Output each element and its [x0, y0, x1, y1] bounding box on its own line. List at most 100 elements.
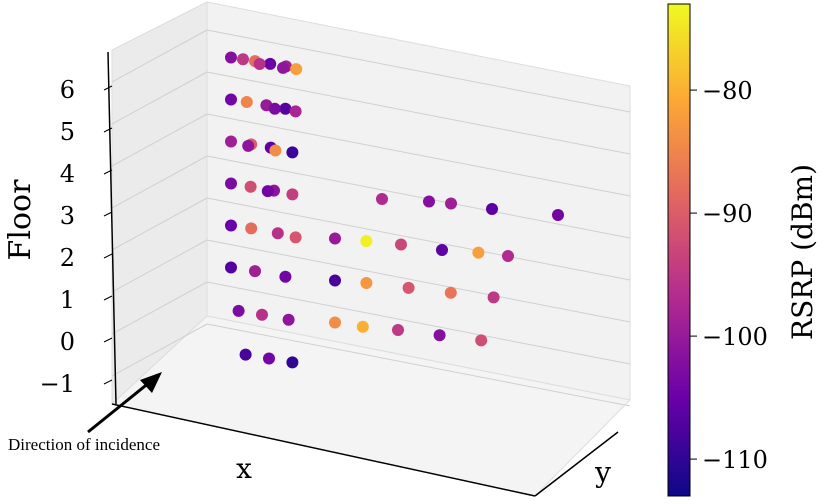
colorbar-gradient [667, 3, 691, 497]
colorbar-tick-label: −100 [702, 323, 768, 351]
data-point [356, 320, 369, 333]
data-point [502, 250, 514, 262]
z-tick-label: 1 [60, 286, 75, 314]
data-point [289, 105, 302, 118]
data-point [433, 329, 446, 342]
data-point [552, 209, 564, 221]
z-gridline-back [206, 71, 631, 155]
colorbar-tick-label: −80 [702, 77, 753, 105]
data-point [263, 352, 275, 365]
data-point [486, 203, 498, 215]
incidence-arrowhead [140, 372, 162, 393]
z-tick-label: 3 [60, 202, 75, 230]
z-gridline-back [206, 113, 631, 197]
data-point [290, 63, 303, 76]
data-point [225, 177, 237, 190]
colorbar: −80 −90 −100 −110 RSRP (dBm) [667, 3, 819, 497]
data-point [423, 195, 435, 208]
data-point [279, 270, 292, 283]
data-point [329, 274, 341, 287]
z-tick-mark [103, 169, 113, 175]
data-point [436, 244, 448, 256]
z-tick-mark [103, 253, 113, 259]
y-axis-label: y [594, 456, 611, 489]
z-gridline-back [206, 197, 631, 281]
data-point [237, 53, 249, 66]
data-point [445, 197, 457, 210]
data-point [277, 61, 289, 74]
z-gridline [111, 281, 208, 335]
data-point [245, 222, 258, 235]
z-gridline-back [206, 323, 631, 407]
z-gridline-back [206, 29, 631, 113]
z-gridlines [111, 29, 631, 407]
data-point [269, 144, 282, 157]
data-point [264, 57, 277, 70]
incidence-label: Direction of incidence [8, 435, 160, 454]
z-gridline [111, 71, 208, 125]
data-point [253, 58, 266, 70]
axes-panes [110, 1, 632, 497]
z-tick-mark [103, 337, 113, 343]
incidence-arrow [87, 380, 151, 434]
data-point [225, 135, 237, 148]
data-point [225, 93, 237, 106]
z-gridline [111, 113, 208, 167]
z-tick-label: 4 [60, 160, 75, 188]
z-gridline-back [206, 239, 631, 323]
data-point [268, 102, 281, 115]
z-tick-mark [103, 295, 113, 301]
data-point [360, 235, 373, 247]
data-point [402, 281, 415, 294]
data-point [286, 356, 299, 369]
data-point [239, 348, 252, 361]
data-point [256, 308, 268, 321]
colorbar-label: RSRP (dBm) [786, 164, 819, 340]
z-gridline [111, 29, 208, 83]
z-tick-mark [103, 211, 113, 217]
data-point [244, 180, 257, 193]
y-axis-line [534, 431, 619, 497]
data-point [279, 102, 292, 115]
z-tick-labels: 6 5 4 3 2 1 0 −1 [40, 76, 113, 398]
data-point [282, 313, 295, 326]
x-axis-line [111, 403, 536, 497]
data-point [475, 334, 488, 347]
z-gridline [111, 155, 208, 209]
data-point [329, 232, 341, 245]
colorbar-tick-label: −110 [702, 446, 768, 474]
data-point [286, 146, 299, 159]
data-point [444, 286, 457, 299]
z-axis-label: Floor [3, 179, 38, 261]
data-point [261, 185, 274, 198]
data-point [286, 188, 299, 201]
colorbar-tick-label: −90 [702, 200, 753, 228]
direction-of-incidence-annotation: Direction of incidence [8, 372, 162, 454]
z-gridline-back [206, 281, 631, 365]
z-tick-label: 2 [60, 244, 75, 272]
data-point [360, 277, 373, 289]
z-axis: 6 5 4 3 2 1 0 −1 [40, 51, 117, 405]
data-point [225, 219, 237, 232]
data-point [240, 96, 253, 108]
data-point [487, 291, 500, 304]
z-tick-mark [103, 85, 113, 91]
z-tick-label: −1 [40, 370, 75, 398]
data-point [249, 265, 261, 278]
data-point [376, 193, 388, 205]
z-tick-label: 6 [60, 76, 75, 104]
z-tick-mark [103, 379, 113, 385]
z-gridline-back [206, 155, 631, 239]
z-gridline [111, 239, 208, 293]
data-point [329, 316, 341, 329]
z-gridline [111, 323, 208, 377]
z-tick-label: 0 [60, 328, 75, 356]
colorbar-ticks: −80 −90 −100 −110 [690, 77, 768, 474]
z-tick-label: 5 [60, 118, 75, 146]
x-axis-label: x [236, 452, 252, 485]
z-tick-mark [103, 127, 113, 133]
data-point [289, 231, 302, 244]
data-point [242, 139, 255, 152]
data-point [225, 261, 237, 274]
